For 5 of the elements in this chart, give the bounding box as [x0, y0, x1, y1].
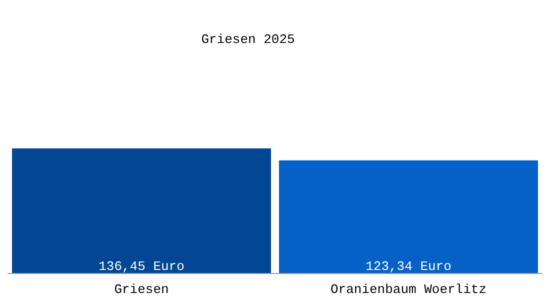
data-label: 136,45 Euro — [98, 259, 184, 274]
x-tick-label: Griesen — [114, 282, 169, 297]
chart-title: Griesen 2025 — [201, 32, 295, 47]
data-label: 123,34 Euro — [366, 259, 452, 274]
x-tick-label: Oranienbaum Woerlitz — [330, 282, 487, 297]
